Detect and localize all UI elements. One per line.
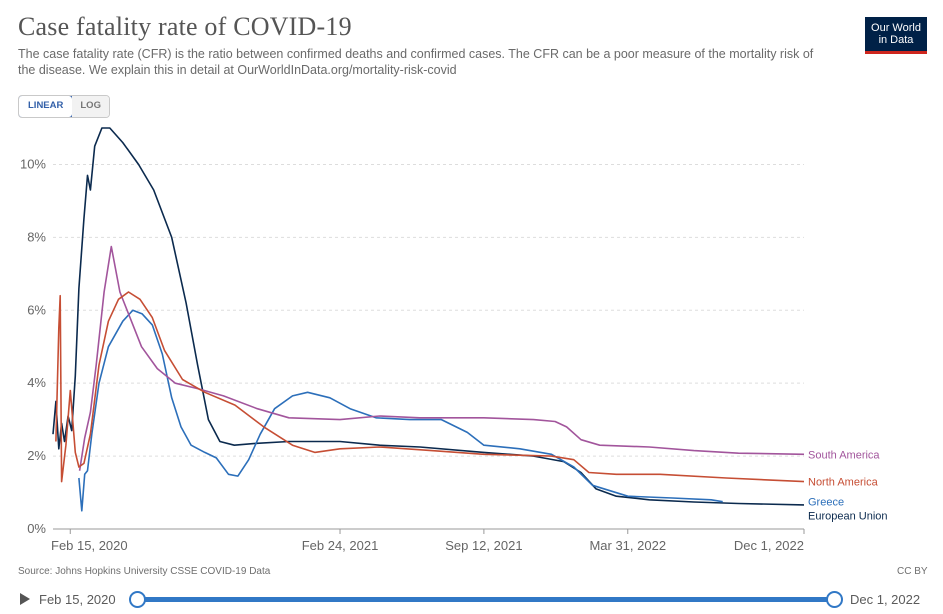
series-label-greece: Greece — [808, 497, 844, 509]
logo-line-2: in Data — [878, 34, 914, 46]
source-note[interactable]: Source: Johns Hopkins University CSSE CO… — [18, 566, 271, 577]
x-tick-label: Feb 24, 2021 — [302, 538, 379, 553]
license-label[interactable]: CC BY — [897, 566, 928, 577]
log-scale-button[interactable]: LOG — [72, 96, 109, 117]
y-tick-label: 4% — [27, 375, 46, 390]
series-label-european-union: European Union — [808, 511, 888, 523]
x-tick-label: Sep 12, 2021 — [445, 538, 522, 553]
y-tick-label: 2% — [27, 448, 46, 463]
y-tick-label: 8% — [27, 229, 46, 244]
series-line-north-america — [55, 291, 805, 483]
series-label-north-america: North America — [808, 477, 879, 489]
timeline-start-handle[interactable] — [129, 591, 146, 608]
timeline-start-label: Feb 15, 2020 — [39, 592, 116, 607]
series-line-greece — [78, 309, 723, 512]
y-tick-label: 10% — [20, 156, 46, 171]
line-chart: 0% 2% 4% 6% 8% 10% Feb 15, 2020 Feb 24, 2021 Sep… — [20, 127, 888, 553]
play-icon[interactable] — [20, 593, 30, 605]
scale-toggle: LINEAR LOG — [18, 95, 110, 118]
x-tick-label: Dec 1, 2022 — [734, 538, 804, 553]
series-line-european-union — [52, 127, 805, 506]
logo-line-1: Our World — [871, 22, 921, 34]
x-tick-label: Feb 15, 2020 — [51, 538, 128, 553]
series-line-south-america — [78, 245, 805, 471]
chart-title: Case fatality rate of COVID-19 — [18, 12, 352, 41]
owid-logo[interactable]: Our World in Data — [865, 17, 927, 54]
timeline-track[interactable] — [137, 597, 834, 602]
series-label-south-america: South America — [808, 449, 880, 461]
timeline-end-label: Dec 1, 2022 — [850, 592, 921, 607]
y-tick-label: 0% — [27, 521, 46, 536]
chart-subtitle: The case fatality rate (CFR) is the rati… — [18, 47, 814, 77]
logo-accent-bar — [865, 51, 927, 54]
x-tick-label: Mar 31, 2022 — [589, 538, 666, 553]
y-tick-label: 6% — [27, 302, 46, 317]
timeline-end-handle[interactable] — [826, 591, 843, 608]
